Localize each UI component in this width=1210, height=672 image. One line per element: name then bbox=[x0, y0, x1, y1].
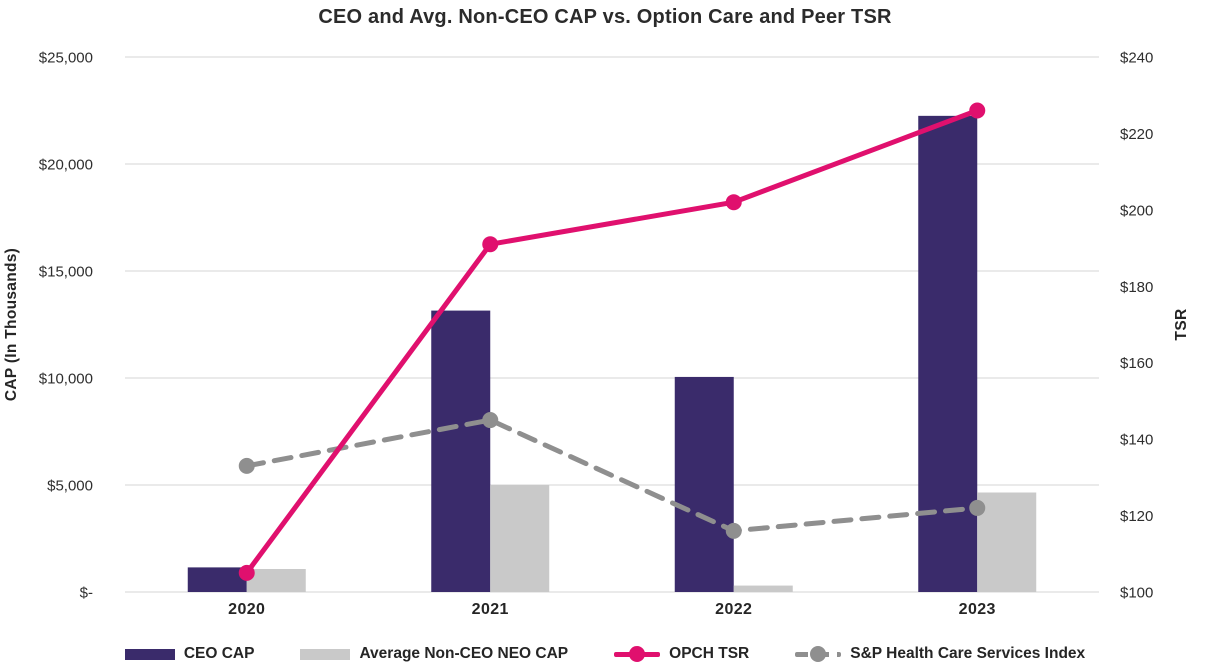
right-axis-tick-label: $120 bbox=[1120, 508, 1153, 525]
bar-ceo-cap-2023 bbox=[918, 115, 978, 592]
chart-title: CEO and Avg. Non-CEO CAP vs. Option Care… bbox=[318, 6, 892, 28]
bar-ceo-cap-2020 bbox=[187, 567, 247, 592]
legend-item-ceo-cap: CEO CAP bbox=[124, 645, 255, 663]
left-axis-tick-label: $10,000 bbox=[39, 371, 93, 388]
legend-swatch-ceo-cap bbox=[124, 648, 175, 660]
bar-ceo-cap-2021 bbox=[431, 310, 491, 592]
right-axis-tick-label: $180 bbox=[1120, 279, 1153, 296]
marker-sp-index-2020 bbox=[238, 457, 255, 474]
left-axis-tick-label: $- bbox=[80, 585, 93, 602]
right-axis-title: TSR bbox=[1173, 309, 1190, 341]
chart-legend: CEO CAP Average Non-CEO NEO CAP OPCH TSR… bbox=[0, 637, 1210, 671]
left-axis-tick-label: $25,000 bbox=[39, 50, 93, 67]
x-axis-label-2023: 2023 bbox=[959, 601, 996, 618]
bar-nonceo-cap-2021 bbox=[490, 485, 550, 592]
right-axis-tick-label: $220 bbox=[1120, 126, 1153, 143]
bar-nonceo-cap-2022 bbox=[733, 585, 793, 592]
right-axis-tick-label: $160 bbox=[1120, 355, 1153, 372]
bar-ceo-cap-2022 bbox=[674, 376, 734, 592]
legend-label-ceo-cap: CEO CAP bbox=[183, 645, 255, 662]
bar-nonceo-cap-2020 bbox=[246, 568, 306, 592]
bar-nonceo-cap-2023 bbox=[977, 492, 1037, 592]
right-axis-tick-label: $240 bbox=[1120, 50, 1153, 67]
left-axis-tick-label: $5,000 bbox=[47, 478, 93, 495]
line-sp-index bbox=[244, 417, 980, 534]
legend-label-sp-index: S&P Health Care Services Index bbox=[850, 645, 1086, 662]
marker-sp-index-2023 bbox=[969, 499, 986, 516]
legend-label-nonceo-cap: Average Non-CEO NEO CAP bbox=[359, 645, 569, 662]
marker-opch-tsr-2023 bbox=[969, 102, 986, 119]
legend-item-sp-index: S&P Health Care Services Index bbox=[795, 645, 1085, 663]
legend-item-opch-tsr: OPCH TSR bbox=[614, 645, 749, 663]
left-axis-tick-label: $15,000 bbox=[39, 264, 93, 281]
left-axis-title: CAP (In Thousands) bbox=[3, 248, 20, 401]
line-opch-tsr bbox=[244, 108, 980, 576]
right-axis-tick-label: $200 bbox=[1120, 202, 1153, 219]
x-axis-label-2022: 2022 bbox=[715, 601, 752, 618]
marker-opch-tsr-2021 bbox=[482, 236, 499, 253]
marker-sp-index-2021 bbox=[482, 412, 499, 429]
right-axis-tick-label: $140 bbox=[1120, 432, 1153, 449]
marker-sp-index-2022 bbox=[725, 522, 742, 539]
plot-area: $- $5,000 $10,000 $15,000 $20,000 $25,000 $100… bbox=[3, 50, 1190, 619]
legend-swatch-opch-tsr bbox=[614, 646, 661, 662]
left-axis-tick-label: $20,000 bbox=[39, 157, 93, 174]
marker-opch-tsr-2020 bbox=[238, 564, 255, 581]
right-axis-tick-label: $100 bbox=[1120, 585, 1153, 602]
legend-swatch-nonceo-cap bbox=[300, 648, 351, 660]
marker-opch-tsr-2022 bbox=[725, 194, 742, 211]
legend-item-nonceo-cap: Average Non-CEO NEO CAP bbox=[300, 645, 568, 663]
x-axis-label-2020: 2020 bbox=[228, 601, 265, 618]
legend-swatch-sp-index bbox=[795, 646, 842, 662]
legend-label-opch-tsr: OPCH TSR bbox=[669, 645, 750, 662]
x-axis-label-2021: 2021 bbox=[472, 601, 509, 618]
